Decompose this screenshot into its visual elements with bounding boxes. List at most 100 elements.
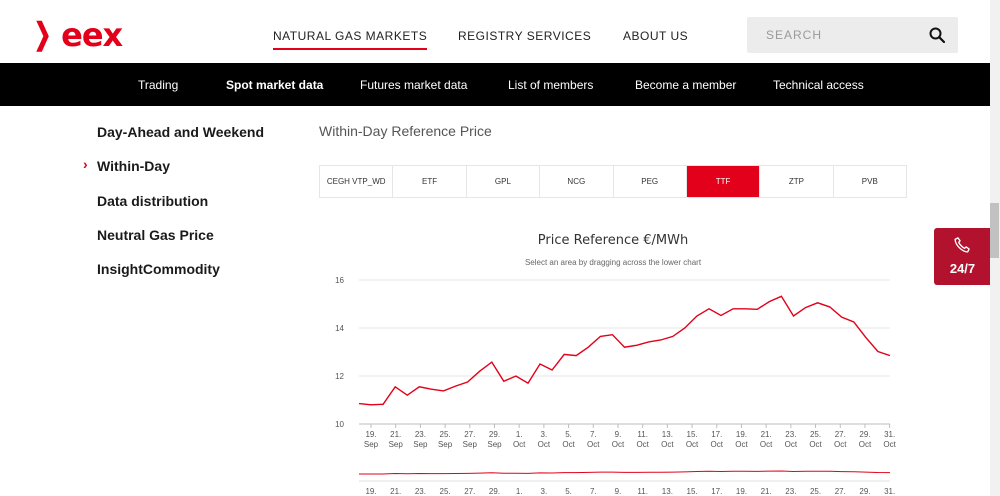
search-box[interactable]: SEARCH <box>747 17 958 53</box>
tab-ttf[interactable]: TTF <box>686 166 761 197</box>
x-tick-month-3: Sep <box>438 440 453 449</box>
eex-logo[interactable]: ❯ eex <box>30 18 123 51</box>
hub-tabs: CEGH VTP_WD ETF GPL NCG PEG TTF ZTP PVB <box>319 165 907 198</box>
navigator-tick-label-4: 27. <box>464 487 475 496</box>
subnav-list-of-members[interactable]: List of members <box>508 78 594 92</box>
x-tick-label-21: 31. <box>884 430 895 439</box>
navigator-tick-label-13: 15. <box>687 487 698 496</box>
sidebar-item-day-ahead[interactable]: Day-Ahead and Weekend <box>97 124 265 140</box>
tab-etf[interactable]: ETF <box>393 166 467 197</box>
x-tick-month-12: Oct <box>661 440 674 449</box>
navigator-tick-label-11: 11. <box>637 487 648 496</box>
tab-peg[interactable]: PEG <box>614 166 687 197</box>
subnav-futures-market-data[interactable]: Futures market data <box>360 78 468 92</box>
x-tick-month-8: Oct <box>562 440 575 449</box>
navigator-tick-label-0: 19. <box>365 487 376 496</box>
x-tick-label-8: 5. <box>565 430 572 439</box>
navigator-tick-label-14: 17. <box>711 487 722 496</box>
x-tick-label-19: 27. <box>835 430 846 439</box>
sidebar-item-within-day[interactable]: Within-Day <box>97 158 170 174</box>
x-tick-month-0: Sep <box>364 440 379 449</box>
navigator-tick-label-18: 25. <box>810 487 821 496</box>
tab-ztp[interactable]: ZTP <box>760 166 834 197</box>
section-title: Within-Day Reference Price <box>319 123 492 139</box>
tab-gpl[interactable]: GPL <box>467 166 541 197</box>
y-tick-label-16: 16 <box>335 276 344 285</box>
price-chart[interactable]: Price Reference €/MWh Select an area by … <box>319 225 909 496</box>
navigator-tick-label-15: 19. <box>736 487 747 496</box>
x-tick-label-10: 9. <box>615 430 622 439</box>
chart-grid <box>359 279 890 425</box>
active-chevron-icon: › <box>83 156 88 172</box>
x-tick-month-11: Oct <box>636 440 649 449</box>
x-tick-label-3: 25. <box>440 430 451 439</box>
navigator-tick-label-5: 29. <box>489 487 500 496</box>
y-tick-label-14: 14 <box>335 324 344 333</box>
navigator-series-line <box>359 470 891 475</box>
x-tick-label-6: 1. <box>516 430 523 439</box>
x-tick-month-21: Oct <box>883 440 896 449</box>
subnav-technical-access[interactable]: Technical access <box>773 78 864 92</box>
series-line-ttf <box>358 295 891 406</box>
x-tick-label-2: 23. <box>415 430 426 439</box>
navigator-tick-label-8: 5. <box>565 487 572 496</box>
x-tick-label-9: 7. <box>590 430 597 439</box>
navigator-tick-label-2: 23. <box>415 487 426 496</box>
y-tick-label-10: 10 <box>335 420 344 429</box>
subnav-trading[interactable]: Trading <box>138 78 179 92</box>
search-placeholder[interactable]: SEARCH <box>766 28 823 42</box>
sub-nav: Trading Spot market data Futures market … <box>0 63 1000 106</box>
x-tick-label-11: 11. <box>637 430 648 439</box>
x-tick-month-16: Oct <box>760 440 773 449</box>
nav-registry-services[interactable]: REGISTRY SERVICES <box>458 29 592 43</box>
x-tick-month-1: Sep <box>389 440 404 449</box>
phone-icon <box>954 237 970 253</box>
x-tick-month-19: Oct <box>834 440 847 449</box>
tab-ncg[interactable]: NCG <box>540 166 614 197</box>
subnav-become-a-member[interactable]: Become a member <box>635 78 737 92</box>
x-tick-month-7: Oct <box>538 440 551 449</box>
x-tick-label-13: 15. <box>687 430 698 439</box>
navigator-tick-label-9: 7. <box>590 487 597 496</box>
navigator-tick-label-7: 3. <box>541 487 548 496</box>
x-tick-label-14: 17. <box>711 430 722 439</box>
x-tick-label-7: 3. <box>541 430 548 439</box>
y-tick-label-12: 12 <box>335 372 344 381</box>
navigator-tick-label-12: 13. <box>662 487 673 496</box>
navigator-chart[interactable]: 19. 21. 23. 25. 27. 29. 1. 3. 5. 7. 9. 11. 13. 15. 17.… <box>359 470 895 496</box>
tab-pvb[interactable]: PVB <box>861 177 878 186</box>
y-axis: 10 12 14 16 <box>335 276 344 429</box>
navigator-tick-label-21: 31. <box>884 487 895 496</box>
navigator-tick-label-6: 1. <box>516 487 523 496</box>
x-tick-label-5: 29. <box>489 430 500 439</box>
x-tick-label-18: 25. <box>810 430 821 439</box>
x-tick-month-18: Oct <box>809 440 822 449</box>
logo-chevron-icon: ❯ <box>33 18 52 51</box>
navigator-tick-label-10: 9. <box>615 487 622 496</box>
x-tick-month-20: Oct <box>859 440 872 449</box>
x-tick-label-15: 19. <box>736 430 747 439</box>
chart-subtitle: Select an area by dragging across the lo… <box>525 258 702 267</box>
nav-natural-gas-markets[interactable]: NATURAL GAS MARKETS <box>273 29 428 50</box>
subnav-spot-market-data[interactable]: Spot market data <box>226 78 324 92</box>
x-tick-month-6: Oct <box>513 440 526 449</box>
tab-cegh-vtp-wd[interactable]: CEGH VTP_WD <box>320 166 394 197</box>
sidebar-item-data-distribution[interactable]: Data distribution <box>97 193 209 209</box>
x-tick-month-4: Sep <box>463 440 478 449</box>
navigator-tick-label-3: 25. <box>440 487 451 496</box>
x-tick-label-20: 29. <box>859 430 870 439</box>
search-icon[interactable] <box>929 27 945 43</box>
top-bar: ❯ eex NATURAL GAS MARKETS REGISTRY SERVI… <box>0 0 1000 63</box>
sidebar-item-neutral-gas-price[interactable]: Neutral Gas Price <box>97 227 214 243</box>
x-tick-month-14: Oct <box>711 440 724 449</box>
x-tick-month-13: Oct <box>686 440 699 449</box>
support-24-7-button[interactable]: 24/7 <box>934 228 991 285</box>
x-tick-month-9: Oct <box>587 440 600 449</box>
sidebar-item-insightcommodity[interactable]: InsightCommodity <box>97 261 220 277</box>
nav-about-us[interactable]: ABOUT US <box>623 29 689 43</box>
navigator-tick-label-17: 23. <box>785 487 796 496</box>
x-tick-label-0: 19. <box>365 430 376 439</box>
scrollbar-thumb[interactable] <box>990 203 999 258</box>
x-tick-month-10: Oct <box>612 440 625 449</box>
navigator-tick-label-19: 27. <box>835 487 846 496</box>
